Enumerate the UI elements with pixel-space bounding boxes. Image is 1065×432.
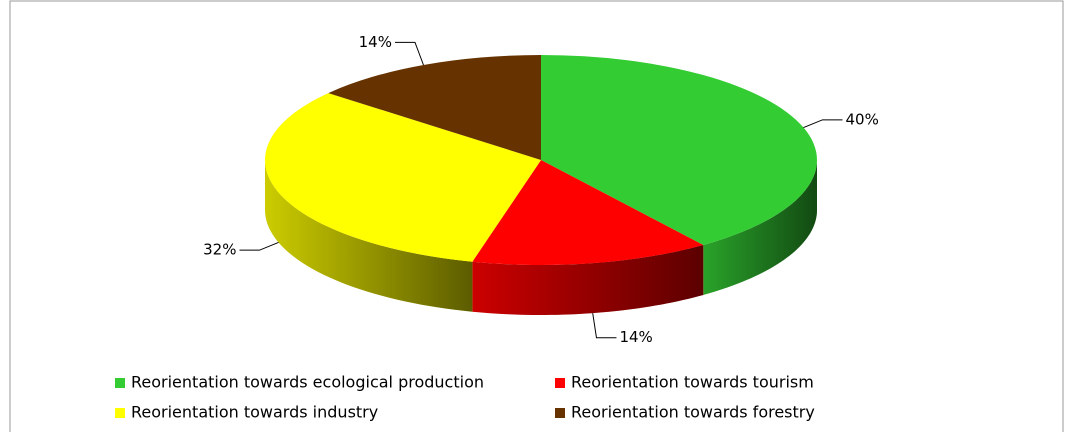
legend-label: Reorientation towards forestry <box>571 403 815 422</box>
legend-label: Reorientation towards tourism <box>571 373 814 392</box>
slice <box>541 55 817 245</box>
leader-line <box>592 313 617 339</box>
data-label: 40% <box>846 110 879 128</box>
leader-line <box>803 119 843 129</box>
legend-swatch <box>555 378 565 388</box>
legend-swatch <box>555 408 565 418</box>
data-label: 14% <box>619 328 652 346</box>
slice-side-shade <box>703 160 817 295</box>
legend-swatch <box>115 408 125 418</box>
leader-line <box>394 41 424 66</box>
slice-side-shade <box>472 244 704 315</box>
leader-line <box>239 241 279 251</box>
legend-label: Reorientation towards ecological product… <box>131 373 484 392</box>
slice <box>472 160 704 265</box>
chart-border <box>9 0 1064 432</box>
data-label: 14% <box>359 33 392 51</box>
slice <box>328 55 541 160</box>
slice <box>264 93 541 262</box>
slice-side-shade <box>265 160 473 312</box>
legend-swatch <box>115 378 125 388</box>
data-label: 32% <box>203 241 236 259</box>
legend-label: Reorientation towards industry <box>131 403 378 422</box>
